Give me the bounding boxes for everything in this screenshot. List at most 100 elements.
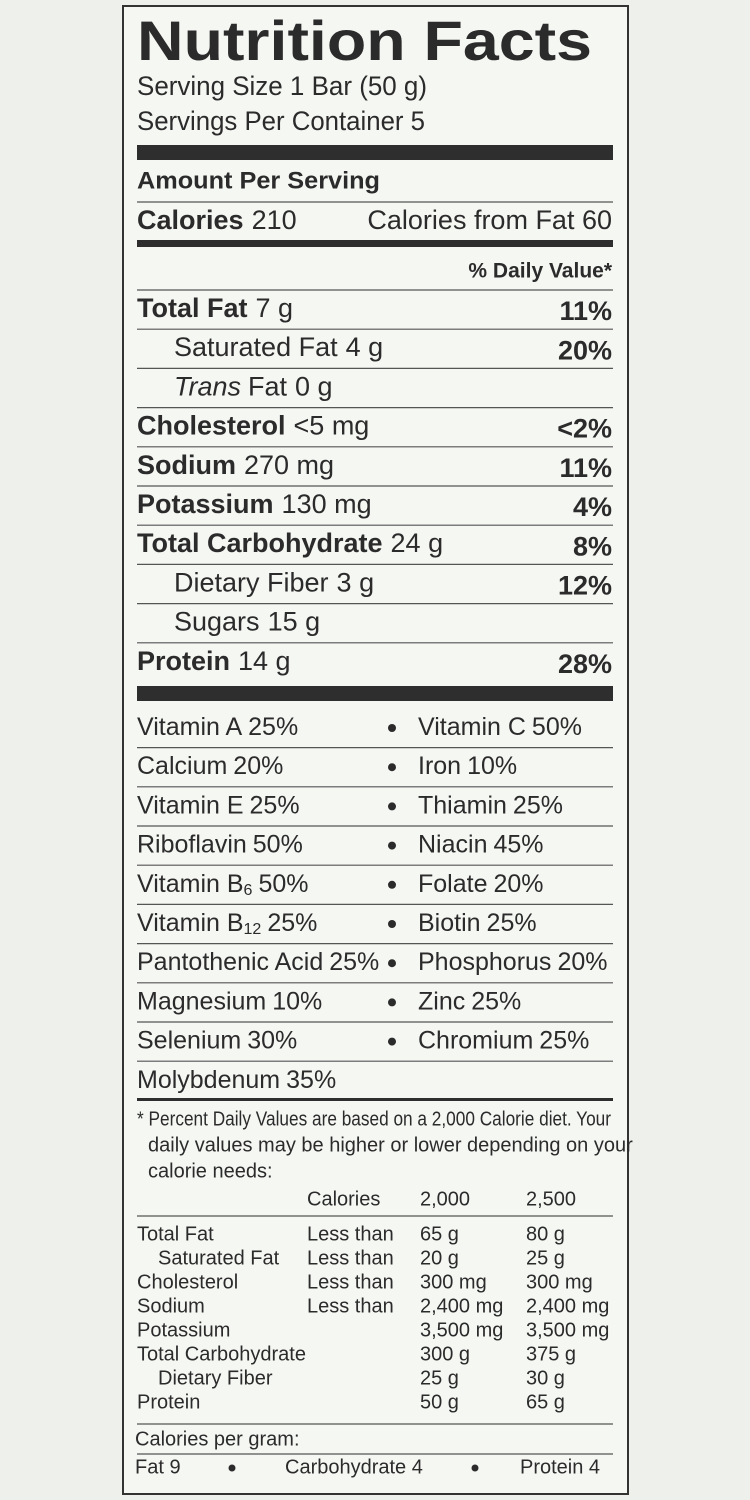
footnote-line: calorie needs: <box>148 1160 273 1182</box>
table-cell: 25 g <box>420 1367 459 1389</box>
table-cell: Less than <box>307 1295 394 1317</box>
table-cell: 2,400 mg <box>526 1295 609 1317</box>
vitamin: Zinc 25% <box>418 987 521 1015</box>
vitamin: Iron 10% <box>418 752 517 780</box>
calories-per-gram-item: Carbohydrate 4 <box>285 1456 423 1478</box>
table-cell: Total Carbohydrate <box>137 1343 306 1365</box>
rule <box>137 1098 613 1101</box>
vitamin: Chromium 25% <box>418 1026 589 1054</box>
table-cell: 80 g <box>526 1223 565 1245</box>
vitamin: Biotin 25% <box>418 909 537 937</box>
calories-value: 210 <box>252 205 297 235</box>
table-cell: Total Fat <box>137 1223 214 1245</box>
nutrient: Sugars 15 g <box>174 607 320 637</box>
vitamin: Vitamin E 25% <box>137 791 300 819</box>
nutrient-name: Total Carbohydrate <box>137 528 383 558</box>
calories-label: Calories <box>137 205 244 235</box>
table-cell: Cholesterol <box>137 1271 238 1293</box>
table-cell: 65 g <box>526 1391 565 1413</box>
table-cell: Sodium <box>137 1295 205 1317</box>
table-header: Calories <box>307 1188 380 1210</box>
vitamin-value: 25% <box>329 948 379 976</box>
table-cell: Protein <box>137 1391 200 1413</box>
vitamin: Selenium 30% <box>137 1026 297 1054</box>
vitamin-value: 25% <box>513 791 563 819</box>
nutrient-daily-value: 8% <box>573 531 612 561</box>
nutrient: Trans Fat 0 g <box>174 372 333 402</box>
vitamin-subscript: 6 <box>244 882 253 899</box>
table-cell: 300 mg <box>420 1271 487 1293</box>
nutrient: Total Fat 7 g <box>137 293 293 323</box>
nutrient-amount: 270 mg <box>244 450 334 480</box>
nutrient-amount: 15 g <box>268 607 321 637</box>
bullet <box>388 998 396 1007</box>
footnote-line: daily values may be higher or lower depe… <box>148 1134 633 1156</box>
vitamin-name: Selenium <box>137 1026 241 1054</box>
bullet <box>388 841 396 850</box>
nutrient: Sodium 270 mg <box>137 450 334 480</box>
vitamin-subscript: 12 <box>244 921 262 938</box>
nutrient-amount: 130 mg <box>282 489 372 519</box>
bullet <box>388 802 396 811</box>
nutrient-daily-value: 11% <box>559 453 612 483</box>
table-cell: Potassium <box>137 1319 230 1341</box>
bullet <box>388 959 396 968</box>
table-cell: 20 g <box>420 1247 459 1269</box>
nutrient-daily-value: 20% <box>558 335 612 365</box>
nutrient-name: Saturated Fat <box>174 332 338 362</box>
vitamin: Vitamin B12 25% <box>137 909 317 939</box>
vitamin-name: Vitamin B <box>137 909 244 937</box>
thick-rule <box>137 145 613 160</box>
vitamin-value: 30% <box>247 1026 297 1054</box>
table-cell: 300 g <box>420 1343 470 1365</box>
nutrient-amount: <5 mg <box>294 411 370 441</box>
vitamin-name: Magnesium <box>137 987 266 1015</box>
nutrient-daily-value: 28% <box>558 649 612 679</box>
nutrient-name: Sugars <box>174 607 260 637</box>
table-cell: Less than <box>307 1223 394 1245</box>
nutrient-name: Dietary Fiber <box>174 568 329 598</box>
nutrient-daily-value: 11% <box>559 296 612 326</box>
table-cell: Less than <box>307 1271 394 1293</box>
vitamin: Vitamin C 50% <box>418 713 582 741</box>
nutrient: Protein 14 g <box>137 646 291 676</box>
table-header: 2,500 <box>526 1188 576 1210</box>
vitamin-name: Chromium <box>418 1026 533 1054</box>
table-cell: 300 mg <box>526 1271 593 1293</box>
vitamin-value: 25% <box>487 909 537 937</box>
vitamin: Calcium 20% <box>137 752 283 780</box>
vitamin-value: 25% <box>267 909 317 937</box>
servings-per-container: Servings Per Container 5 <box>137 106 425 136</box>
vitamin: Folate 20% <box>418 869 544 897</box>
nutrient-name: Protein <box>137 646 230 676</box>
nutrient-amount: 4 g <box>346 332 384 362</box>
vitamin-name: Riboflavin <box>137 830 247 858</box>
nutrient-name: Sodium <box>137 450 236 480</box>
table-cell: 2,400 mg <box>420 1295 503 1317</box>
vitamin-value: 25% <box>471 987 521 1015</box>
nutrient-daily-value: <2% <box>557 414 612 444</box>
vitamin-name: Niacin <box>418 830 487 858</box>
medium-rule <box>137 240 613 247</box>
nutrient: Cholesterol <5 mg <box>137 411 369 441</box>
vitamin: Pantothenic Acid 25% <box>137 948 379 976</box>
vitamin-value: 20% <box>557 948 607 976</box>
vitamin: Riboflavin 50% <box>137 830 303 858</box>
vitamin-name: Phosphorus <box>418 948 551 976</box>
vitamin-name: Calcium <box>137 752 227 780</box>
vitamin-value: 25% <box>539 1026 589 1054</box>
calories-per-gram-label: Calories per gram: <box>135 1428 300 1450</box>
calories-per-gram-item: Fat 9 <box>135 1456 181 1478</box>
label-box <box>122 5 629 1495</box>
calories-from-fat: Calories from Fat 60 <box>367 205 612 235</box>
footnote-line: * Percent Daily Values are based on a 2,… <box>137 1108 611 1130</box>
serving-size: Serving Size 1 Bar (50 g) <box>137 71 427 101</box>
vitamin-value: 10% <box>272 987 322 1015</box>
table-header: 2,000 <box>420 1188 470 1210</box>
bullet <box>388 1037 396 1046</box>
nutrient: Saturated Fat 4 g <box>174 332 383 362</box>
table-cell: 25 g <box>526 1247 565 1269</box>
vitamin-value: 10% <box>467 752 517 780</box>
nutrient-name: Potassium <box>137 489 274 519</box>
